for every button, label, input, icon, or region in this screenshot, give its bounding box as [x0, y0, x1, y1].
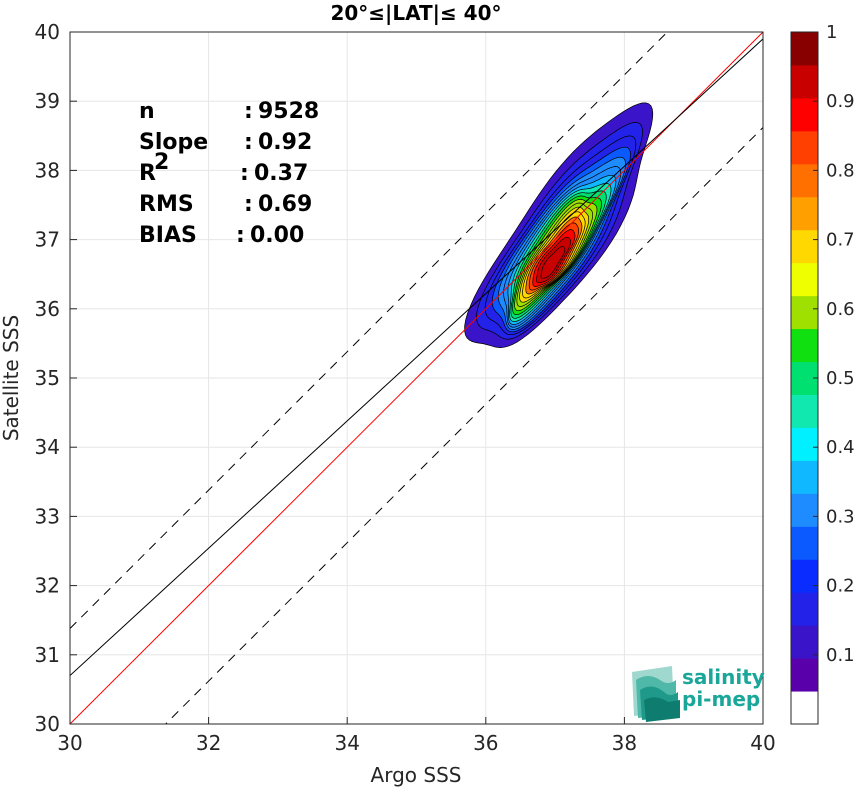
x-axis-ticks: 30 32 34 36 38 40: [57, 717, 776, 755]
colorbar-segment: [791, 691, 818, 725]
salinity-pi-mep-logo: salinity pi-mep: [632, 665, 765, 722]
colorbar-segment: [791, 625, 818, 659]
colorbar-segment: [791, 460, 818, 494]
stat-value: 0.37: [254, 161, 308, 186]
density-contour: [540, 246, 566, 279]
colorbar-segment: [791, 526, 818, 560]
logo-text-line2: pi-mep: [682, 687, 760, 711]
minus-2rms-line: [164, 127, 763, 724]
colorbar-segment: [791, 163, 818, 198]
stat-separator: :: [244, 192, 253, 217]
x-tick-label: 34: [334, 731, 359, 755]
y-tick-label: 38: [35, 158, 60, 182]
colorbar-segment: [791, 196, 818, 231]
colorbar-tick-label: 0.8: [826, 160, 855, 181]
stat-separator: :: [244, 130, 253, 155]
stat-label: RMS: [139, 192, 194, 217]
colorbar-tick-label: 1: [826, 22, 837, 43]
y-tick-label: 31: [35, 643, 60, 667]
colorbar-segment: [791, 493, 818, 527]
x-tick-label: 38: [612, 731, 637, 755]
colorbar: 0.1 0.2 0.3 0.4 0.5 0.6 0.7 0.8 0.9 1: [790, 22, 855, 725]
colorbar-segment: [791, 32, 818, 66]
colorbar-segment: [791, 97, 818, 132]
stat-value: 9528: [258, 99, 319, 124]
y-tick-label: 33: [35, 504, 60, 528]
x-tick-label: 36: [473, 731, 498, 755]
colorbar-tick-label: 0.5: [826, 368, 855, 389]
stat-label: n: [139, 99, 155, 124]
y-tick-label: 32: [35, 574, 60, 598]
colorbar-tick-label: 0.9: [826, 91, 855, 112]
colorbar-segment: [791, 559, 818, 593]
colorbar-segment: [791, 394, 818, 428]
density-contours: [464, 102, 654, 348]
x-tick-label: 40: [750, 731, 775, 755]
stat-value: 0.00: [250, 223, 304, 248]
colorbar-segment: [791, 229, 818, 264]
logo-text-line1: salinity: [682, 665, 765, 689]
colorbar-tick-label: 0.7: [826, 230, 855, 251]
stat-label-superscript: 2: [154, 150, 169, 175]
colorbar-tick-label: 0.1: [826, 645, 855, 666]
stat-value: 0.92: [258, 130, 312, 155]
colorbar-segment: [791, 427, 818, 461]
colorbar-segment: [791, 592, 818, 626]
y-tick-label: 34: [35, 435, 60, 459]
y-tick-label: 40: [35, 20, 60, 44]
colorbar-tick-label: 0.3: [826, 506, 855, 527]
y-tick-label: 37: [35, 228, 60, 252]
colorbar-segment: [791, 262, 818, 297]
colorbar-tick-label: 0.2: [826, 576, 855, 597]
reference-lines: [70, 32, 763, 724]
stat-label: Slope: [139, 130, 208, 155]
colorbar-segment: [791, 64, 818, 99]
y-tick-label: 36: [35, 297, 60, 321]
stat-separator: :: [244, 99, 253, 124]
chart-title: 20°≤|LAT|≤ 40°: [330, 1, 501, 25]
one-to-one-line: [70, 32, 763, 724]
y-axis-label: Satellite SSS: [0, 315, 23, 441]
grid-lines: [69, 31, 764, 725]
wave-logo-icon: [632, 666, 680, 722]
colorbar-tick-label: 0.4: [826, 437, 855, 458]
x-axis-label: Argo SSS: [371, 763, 462, 787]
x-tick-label: 30: [57, 731, 82, 755]
colorbar-segment: [791, 295, 818, 330]
y-tick-label: 39: [35, 89, 60, 113]
y-tick-label: 35: [35, 366, 60, 390]
stat-separator: :: [240, 161, 249, 186]
stat-separator: :: [236, 223, 245, 248]
stat-value: 0.69: [258, 192, 312, 217]
colorbar-segment: [791, 130, 818, 165]
statistics-box: n: 9528 Slope: 0.92 R2: 0.37 RMS: 0.69 BIAS:…: [139, 99, 319, 248]
colorbar-segment: [791, 328, 818, 363]
colorbar-tick-label: 0.6: [826, 299, 855, 320]
colorbar-segment: [791, 658, 818, 692]
x-tick-label: 32: [196, 731, 221, 755]
regression-line: [70, 38, 763, 676]
y-axis-ticks: 30 31 32 33 34 35 36 37 38 39 40: [35, 20, 77, 736]
plus-2rms-line: [70, 32, 669, 629]
stat-label: R: [139, 161, 156, 186]
y-tick-label: 30: [35, 712, 60, 736]
stat-label: BIAS: [139, 223, 197, 248]
